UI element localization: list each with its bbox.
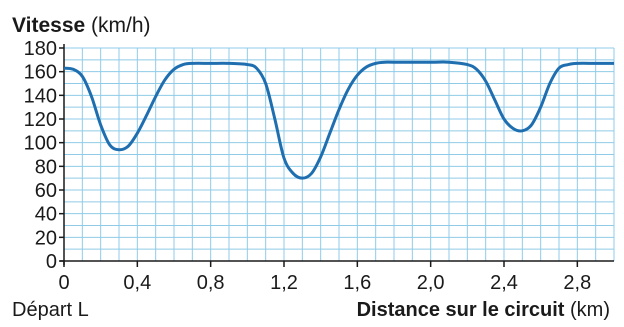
y-tick-label: 160 bbox=[24, 62, 57, 84]
x-tick-label: 2,0 bbox=[417, 272, 445, 294]
y-axis-label-unit: (km/h) bbox=[91, 14, 151, 37]
x-tick-label: 2,4 bbox=[490, 272, 518, 294]
start-label: Départ L bbox=[12, 299, 89, 321]
y-tick-label: 60 bbox=[35, 180, 57, 202]
y-tick-label: 140 bbox=[24, 85, 57, 107]
y-tick-label: 120 bbox=[24, 109, 57, 131]
y-axis-label-name: Vitesse bbox=[12, 14, 86, 37]
x-axis-label-name: Distance sur le circuit bbox=[356, 299, 565, 321]
x-tick-label: 1,2 bbox=[270, 272, 298, 294]
series-line bbox=[63, 60, 614, 180]
axes bbox=[59, 44, 614, 267]
x-tick-label: 2,8 bbox=[563, 272, 591, 294]
y-tick-label: 180 bbox=[24, 38, 57, 60]
x-axis-label: Distance sur le circuit (km) bbox=[357, 299, 610, 322]
x-tick-label: 0 bbox=[58, 272, 69, 294]
y-tick-label: 20 bbox=[35, 227, 57, 249]
y-axis-label: Vitesse (km/h) bbox=[12, 14, 151, 38]
x-tick-label: 0,8 bbox=[197, 272, 225, 294]
y-tick-label: 100 bbox=[24, 133, 57, 155]
y-tick-label: 80 bbox=[35, 156, 57, 178]
y-tick-label: 40 bbox=[35, 204, 57, 226]
grid bbox=[63, 47, 615, 262]
x-axis-label-unit: (km) bbox=[570, 299, 610, 321]
x-tick-label: 0,4 bbox=[123, 272, 151, 294]
x-tick-label: 1,6 bbox=[343, 272, 371, 294]
y-tick-label: 0 bbox=[46, 251, 57, 273]
